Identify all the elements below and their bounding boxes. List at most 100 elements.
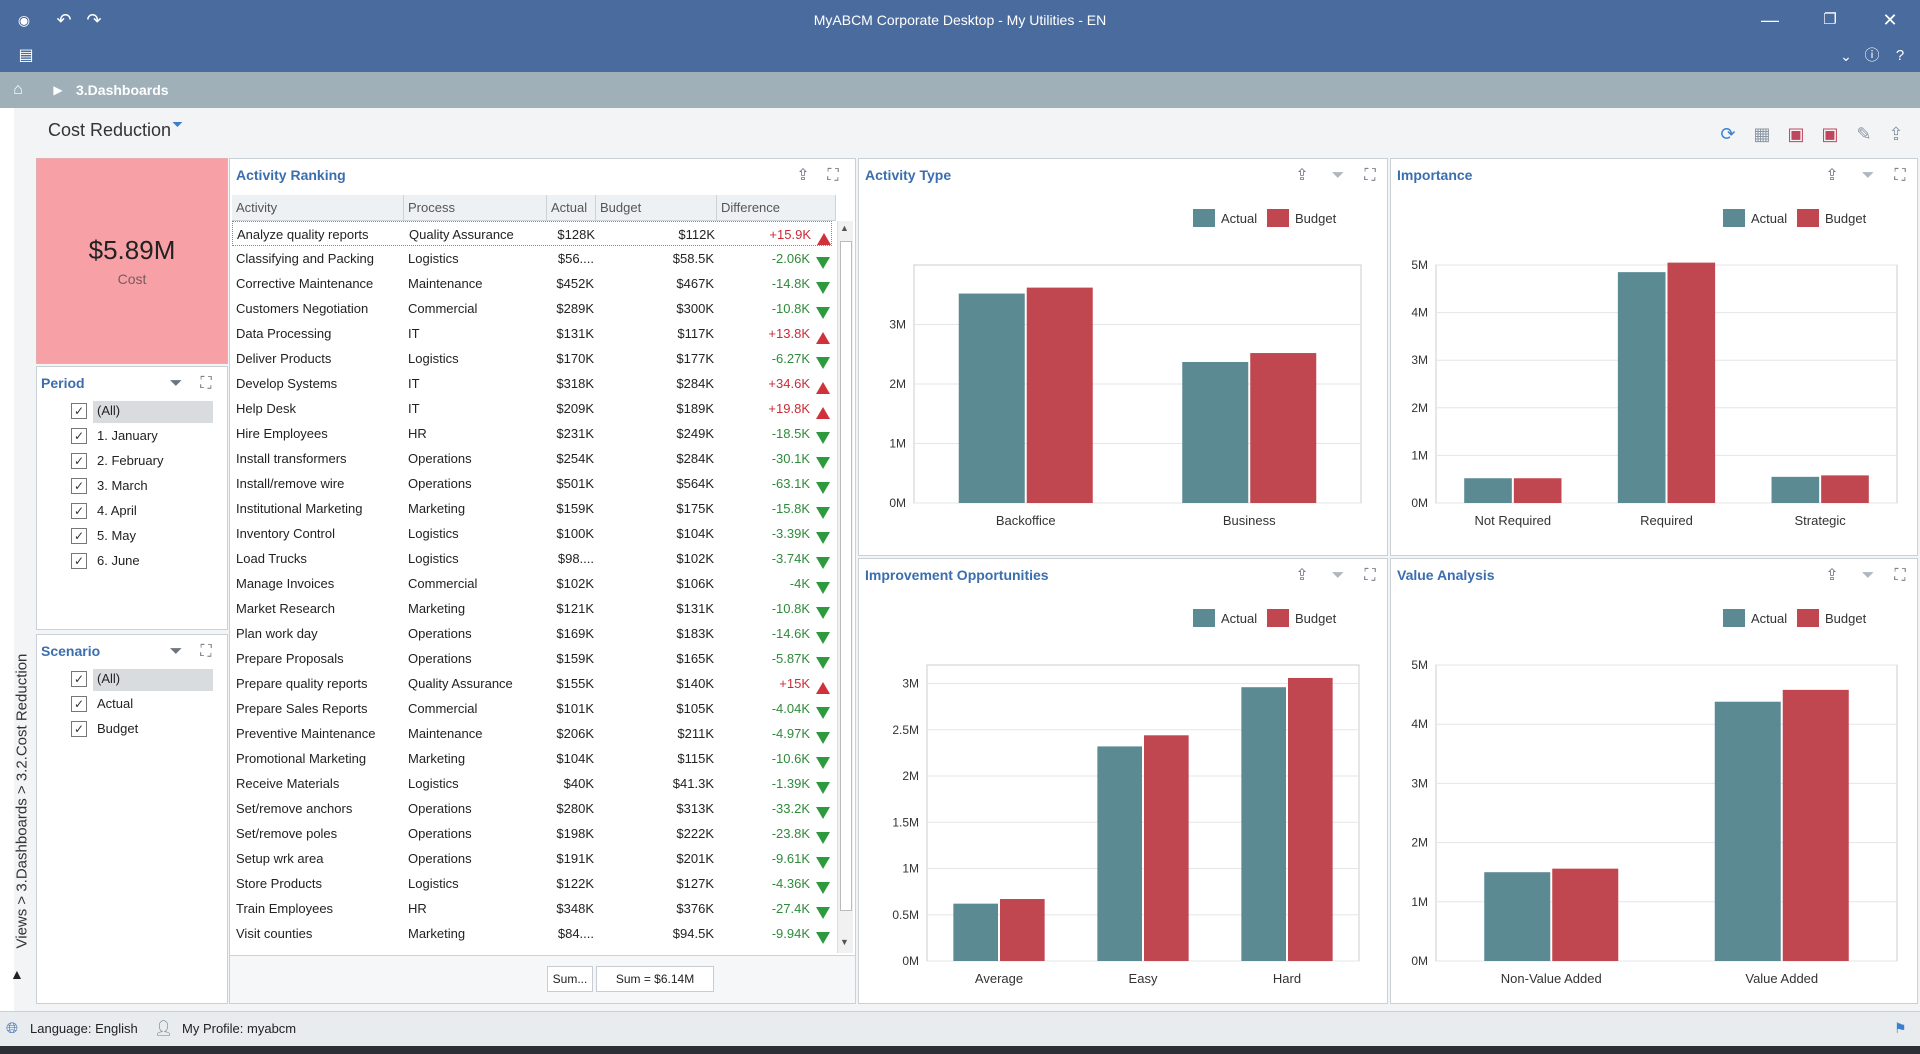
table-row[interactable]: Develop Systems IT $318K $284K +34.6K bbox=[232, 371, 832, 396]
table-row[interactable]: Market Research Marketing $121K $131K -10.8K bbox=[232, 596, 832, 621]
clear-filter-icon[interactable]: ⏷ bbox=[169, 643, 183, 660]
export-icon[interactable]: ⇪ bbox=[1825, 167, 1839, 184]
bar-actual[interactable] bbox=[1484, 872, 1551, 961]
table-row[interactable]: Set/remove anchors Operations $280K $313K -3… bbox=[232, 796, 832, 821]
bar-budget[interactable] bbox=[1552, 868, 1619, 961]
maximize-icon[interactable]: ⛶ bbox=[827, 167, 839, 184]
bar-actual[interactable] bbox=[1097, 746, 1142, 961]
bar-actual[interactable] bbox=[1771, 476, 1820, 503]
table-row[interactable]: Receive Materials Logistics $40K $41.3K -1.3… bbox=[232, 771, 832, 796]
filter-icon[interactable]: ⏷ bbox=[172, 116, 184, 132]
table-row[interactable]: Customers Negotiation Commercial $289K $300… bbox=[232, 296, 832, 321]
bar-actual[interactable] bbox=[1617, 272, 1666, 503]
scroll-down-icon[interactable]: ▼ bbox=[840, 937, 849, 947]
table-row[interactable]: Promotional Marketing Marketing $104K $115K… bbox=[232, 746, 832, 771]
maximize-icon[interactable]: ⛶ bbox=[1894, 567, 1906, 584]
table-row[interactable]: Manage Invoices Commercial $102K $106K -4K bbox=[232, 571, 832, 596]
checkbox[interactable]: ✓ bbox=[71, 478, 87, 494]
save-as-icon[interactable]: ▣ bbox=[1821, 124, 1839, 144]
info-icon[interactable]: ⓘ bbox=[1864, 47, 1880, 64]
column-header-process[interactable]: Process bbox=[404, 195, 547, 221]
checkbox[interactable]: ✓ bbox=[71, 721, 87, 737]
column-header-difference[interactable]: Difference bbox=[717, 195, 836, 221]
bar-actual[interactable] bbox=[958, 293, 1025, 503]
bar-budget[interactable] bbox=[1288, 677, 1333, 961]
profile-status[interactable]: My Profile: myabcm bbox=[182, 1021, 297, 1036]
bar-actual[interactable] bbox=[1714, 701, 1781, 961]
table-row[interactable]: Visit counties Marketing $84.... $94.5K -9.9… bbox=[232, 921, 832, 946]
bar-budget[interactable] bbox=[1513, 478, 1562, 503]
minimize-icon[interactable]: — bbox=[1761, 10, 1779, 30]
table-row[interactable]: Plan work day Operations $169K $183K -14.6K bbox=[232, 621, 832, 646]
table-row[interactable]: Train Employees HR $348K $376K -27.4K bbox=[232, 896, 832, 921]
help-icon[interactable]: ? bbox=[1895, 47, 1905, 64]
table-row[interactable]: Install transformers Operations $254K $284K… bbox=[232, 446, 832, 471]
table-row[interactable]: Inventory Control Logistics $100K $104K -3.3… bbox=[232, 521, 832, 546]
bar-actual[interactable] bbox=[1241, 687, 1286, 961]
bar-budget[interactable] bbox=[1250, 353, 1317, 503]
table-row[interactable]: Deliver Products Logistics $170K $177K -6.27… bbox=[232, 346, 832, 371]
close-icon[interactable]: ✕ bbox=[1882, 10, 1898, 30]
bar-budget[interactable] bbox=[1000, 899, 1045, 961]
checkbox[interactable]: ✓ bbox=[71, 671, 87, 687]
export-icon[interactable]: ⇪ bbox=[1888, 124, 1904, 144]
table-row[interactable]: Corrective Maintenance Maintenance $452K $4… bbox=[232, 271, 832, 296]
maximize-icon[interactable]: ⛶ bbox=[200, 375, 212, 392]
checkbox[interactable]: ✓ bbox=[71, 453, 87, 469]
checkbox[interactable]: ✓ bbox=[71, 403, 87, 419]
grid-icon[interactable]: ▦ bbox=[1753, 124, 1771, 144]
vertical-scrollbar[interactable]: ▲ ▼ bbox=[837, 221, 853, 953]
bar-budget[interactable] bbox=[1026, 287, 1093, 503]
save-icon[interactable]: ▣ bbox=[1787, 124, 1805, 144]
column-header-activity[interactable]: Activity bbox=[232, 195, 404, 221]
export-icon[interactable]: ⇪ bbox=[1295, 167, 1309, 184]
refresh-icon[interactable]: ⟳ bbox=[1720, 124, 1736, 144]
scrollbar-thumb[interactable] bbox=[840, 241, 852, 911]
panel-toggle-icon[interactable]: ▤ bbox=[18, 47, 34, 64]
bar-budget[interactable] bbox=[1667, 262, 1716, 503]
column-header-actual[interactable]: Actual bbox=[547, 195, 596, 221]
redo-icon[interactable]: ↷ bbox=[86, 10, 102, 30]
checkbox[interactable]: ✓ bbox=[71, 696, 87, 712]
bar-budget[interactable] bbox=[1782, 689, 1849, 961]
export-icon[interactable]: ⇪ bbox=[1825, 567, 1839, 584]
table-row[interactable]: Prepare Proposals Operations $159K $165K -5.… bbox=[232, 646, 832, 671]
bar-actual[interactable] bbox=[1182, 361, 1249, 503]
clear-filter-icon[interactable]: ⏷ bbox=[1331, 567, 1345, 584]
clear-filter-icon[interactable]: ⏷ bbox=[169, 375, 183, 392]
chevron-down-icon[interactable]: ⌄ bbox=[1840, 48, 1852, 64]
export-icon[interactable]: ⇪ bbox=[1295, 567, 1309, 584]
table-row[interactable]: Analyze quality reports Quality Assurance… bbox=[232, 221, 832, 246]
home-icon[interactable]: ⌂ bbox=[13, 81, 23, 98]
bar-budget[interactable] bbox=[1144, 735, 1189, 961]
table-row[interactable]: Install/remove wire Operations $501K $564K -… bbox=[232, 471, 832, 496]
scroll-up-icon[interactable]: ▲ bbox=[840, 223, 849, 233]
table-row[interactable]: Preventive Maintenance Maintenance $206K $2… bbox=[232, 721, 832, 746]
maximize-icon[interactable]: ⛶ bbox=[1894, 167, 1906, 184]
edit-icon[interactable]: ✎ bbox=[1856, 124, 1872, 144]
checkbox[interactable]: ✓ bbox=[71, 428, 87, 444]
table-row[interactable]: Store Products Logistics $122K $127K -4.36K bbox=[232, 871, 832, 896]
flag-icon[interactable]: ⚑ bbox=[1894, 1020, 1907, 1036]
clear-filter-icon[interactable]: ⏷ bbox=[1861, 167, 1875, 184]
breadcrumb-item[interactable]: 3.Dashboards bbox=[76, 82, 169, 98]
checkbox[interactable]: ✓ bbox=[71, 528, 87, 544]
bar-budget[interactable] bbox=[1821, 475, 1869, 503]
clear-filter-icon[interactable]: ⏷ bbox=[1861, 567, 1875, 584]
restore-icon[interactable]: ❐ bbox=[1823, 11, 1837, 28]
table-row[interactable]: Setup wrk area Operations $191K $201K -9.61K bbox=[232, 846, 832, 871]
checkbox[interactable]: ✓ bbox=[71, 503, 87, 519]
clear-filter-icon[interactable]: ⏷ bbox=[1331, 167, 1345, 184]
table-row[interactable]: Load Trucks Logistics $98.... $102K -3.74K bbox=[232, 546, 832, 571]
table-row[interactable]: Prepare quality reports Quality Assurance… bbox=[232, 671, 832, 696]
table-row[interactable]: Classifying and Packing Logistics $56.... $… bbox=[232, 246, 832, 271]
maximize-icon[interactable]: ⛶ bbox=[1364, 567, 1376, 584]
table-row[interactable]: Set/remove poles Operations $198K $222K -23.… bbox=[232, 821, 832, 846]
table-row[interactable]: Institutional Marketing Marketing $159K $17… bbox=[232, 496, 832, 521]
undo-icon[interactable]: ↶ bbox=[56, 10, 72, 30]
table-row[interactable]: Help Desk IT $209K $189K +19.8K bbox=[232, 396, 832, 421]
column-header-budget[interactable]: Budget bbox=[596, 195, 717, 221]
collapse-arrow-icon[interactable]: ▲ bbox=[10, 966, 24, 982]
table-row[interactable]: Data Processing IT $131K $117K +13.8K bbox=[232, 321, 832, 346]
table-row[interactable]: Hire Employees HR $231K $249K -18.5K bbox=[232, 421, 832, 446]
